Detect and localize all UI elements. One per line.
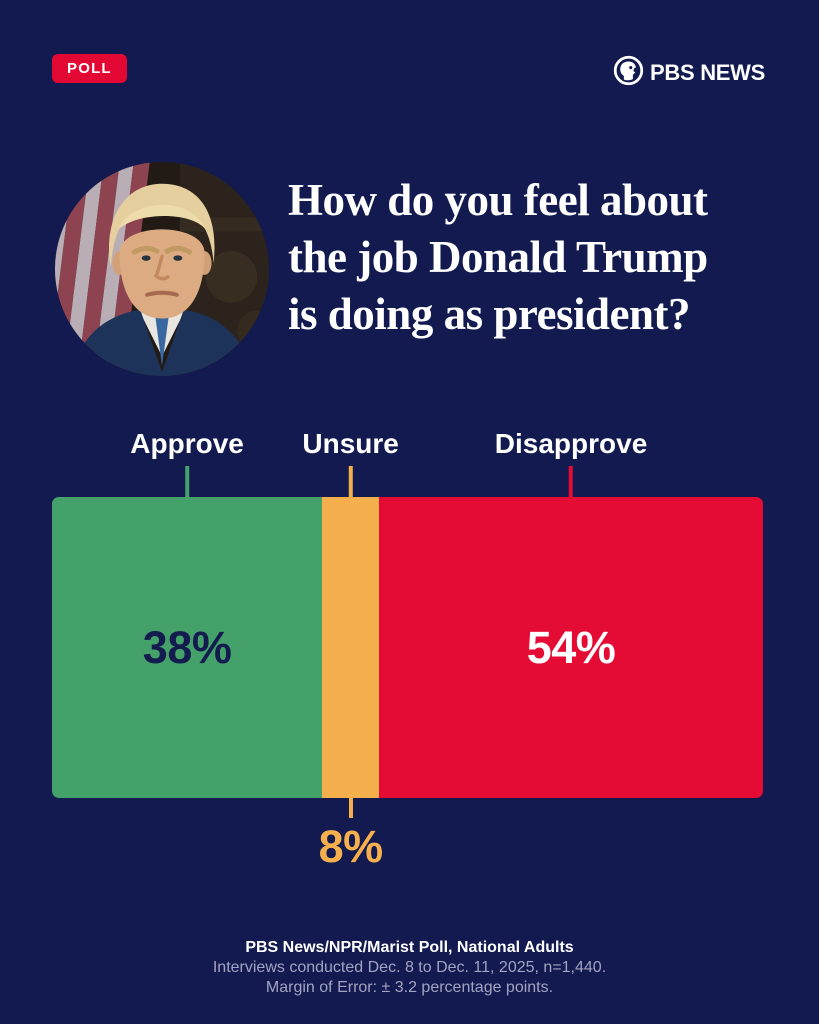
category-labels: Approve Unsure Disapprove [52,425,763,497]
tick-mark-disapprove [569,466,574,497]
category-label-group-approve: Approve [130,430,244,497]
page-title: How do you feel about the job Donald Tru… [288,172,788,343]
bar-segment-unsure [322,497,380,798]
tick-mark-approve [185,466,190,497]
value-label-unsure: 8% [318,821,384,872]
footnote-dates: Interviews conducted Dec. 8 to Dec. 11, … [212,959,607,976]
bar-segment-disapprove: 54% [379,497,763,798]
brand-name: PBS NEWS [650,60,765,85]
category-label-disapprove: Disapprove [494,428,648,459]
below-value-group-unsure: 8% [319,798,383,873]
category-label-group-disapprove: Disapprove [494,428,648,497]
tick-mark-unsure [348,466,353,497]
below-labels: 8% [52,798,763,882]
headline-line-1: How do you feel about [288,175,708,225]
headline-line-2: the job Donald Trump [288,232,708,282]
category-label-approve: Approve [130,428,244,459]
pbs-news-brand: PBS NEWS [613,55,765,91]
category-label-unsure: Unsure [302,428,399,459]
tick-mark-below-unsure [348,798,353,818]
footnote-margin-of-error: Margin of Error: ± 3.2 percentage points… [265,979,554,996]
pbs-head-icon [613,55,644,91]
poll-badge: POLL [52,54,127,83]
footnote-source: PBS News/NPR/Marist Poll, National Adult… [245,939,574,956]
value-label-approve: 38% [142,621,232,673]
trump-portrait [53,160,271,378]
headline-line-3: is doing as president? [288,289,691,339]
approval-stacked-bar-chart: Approve Unsure Disapprove 38% 54% 8% [52,425,763,882]
stacked-bar: 38% 54% [52,497,763,798]
source-footnote: PBS News/NPR/Marist Poll, National Adult… [0,938,819,998]
category-label-group-unsure: Unsure [302,428,399,497]
value-label-disapprove: 54% [526,621,616,673]
bar-segment-approve: 38% [52,497,323,798]
